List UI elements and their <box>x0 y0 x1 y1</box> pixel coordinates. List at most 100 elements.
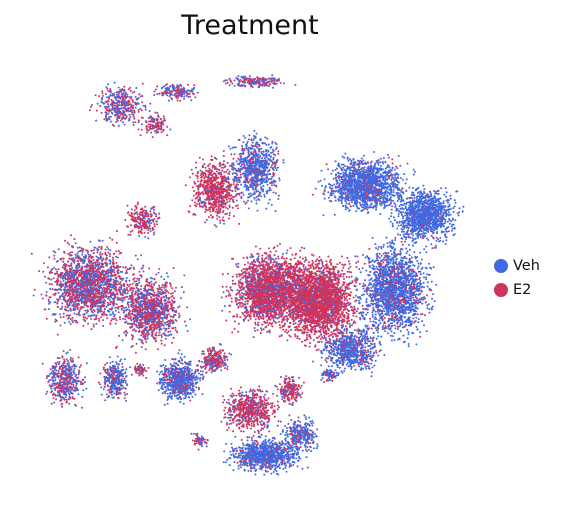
point-e2 <box>69 298 72 301</box>
point-e2 <box>196 202 198 205</box>
point-e2 <box>91 263 94 266</box>
point-veh <box>254 176 257 179</box>
point-veh <box>140 346 143 349</box>
point-e2 <box>256 77 259 80</box>
point-veh <box>90 317 93 320</box>
point-veh <box>254 145 257 148</box>
point-veh <box>70 288 73 291</box>
point-e2 <box>98 289 101 292</box>
point-e2 <box>239 173 242 176</box>
point-e2 <box>72 280 75 282</box>
point-e2 <box>106 103 109 106</box>
point-e2 <box>217 176 220 179</box>
point-veh <box>105 86 108 89</box>
point-e2 <box>129 224 132 227</box>
point-e2 <box>146 301 149 304</box>
point-e2 <box>204 187 207 190</box>
point-e2 <box>156 123 159 126</box>
point-e2 <box>133 117 136 120</box>
point-veh <box>247 168 250 170</box>
point-veh <box>282 159 285 161</box>
point-e2 <box>210 155 213 158</box>
point-e2 <box>134 121 137 124</box>
point-veh <box>265 192 268 195</box>
point-veh <box>157 290 159 293</box>
point-e2 <box>114 293 116 296</box>
point-e2 <box>100 248 103 251</box>
point-veh <box>265 152 268 155</box>
point-veh <box>121 94 124 96</box>
point-veh <box>272 162 275 165</box>
point-veh <box>89 254 92 256</box>
point-e2 <box>221 169 224 172</box>
point-veh <box>261 189 264 192</box>
point-veh <box>243 147 245 150</box>
point-e2 <box>64 305 67 308</box>
point-e2 <box>147 323 150 326</box>
point-veh <box>108 299 111 301</box>
point-e2 <box>225 186 228 189</box>
point-veh <box>242 77 245 80</box>
point-e2 <box>214 191 217 194</box>
point-e2 <box>78 246 81 249</box>
point-veh <box>228 84 231 87</box>
point-veh <box>276 78 279 81</box>
point-e2 <box>145 127 148 130</box>
point-e2 <box>151 136 154 139</box>
point-e2 <box>65 293 68 295</box>
point-e2 <box>70 301 73 304</box>
point-e2 <box>162 129 165 132</box>
point-veh <box>117 111 120 114</box>
point-veh <box>83 302 86 305</box>
point-e2 <box>141 101 144 104</box>
point-e2 <box>117 275 120 278</box>
point-e2 <box>50 283 53 286</box>
point-veh <box>116 264 119 267</box>
point-e2 <box>238 222 240 225</box>
point-e2 <box>208 167 211 170</box>
point-e2 <box>124 219 127 221</box>
point-veh <box>121 100 124 103</box>
point-veh <box>115 91 118 94</box>
point-veh <box>156 92 159 95</box>
point-e2 <box>181 88 184 91</box>
point-veh <box>87 300 90 303</box>
point-e2 <box>166 281 168 284</box>
point-e2 <box>196 172 199 175</box>
point-e2 <box>198 198 200 201</box>
point-e2 <box>124 266 127 268</box>
point-veh <box>72 257 75 260</box>
point-veh <box>149 227 152 230</box>
point-e2 <box>204 175 207 178</box>
point-veh <box>276 166 279 169</box>
point-e2 <box>94 261 97 264</box>
point-e2 <box>139 225 141 228</box>
point-e2 <box>179 83 182 86</box>
point-veh <box>233 167 236 170</box>
point-e2 <box>144 212 146 215</box>
point-e2 <box>95 290 98 292</box>
point-veh <box>81 281 84 284</box>
point-e2 <box>113 114 116 117</box>
point-veh <box>173 310 176 313</box>
point-e2 <box>84 300 87 303</box>
point-e2 <box>64 278 67 281</box>
point-veh <box>156 112 159 114</box>
point-e2 <box>230 194 233 197</box>
point-e2 <box>77 302 80 305</box>
point-veh <box>183 95 186 98</box>
point-e2 <box>170 315 173 318</box>
point-e2 <box>186 83 189 86</box>
point-veh <box>64 271 67 274</box>
point-veh <box>170 97 173 100</box>
point-e2 <box>133 91 136 93</box>
point-e2 <box>228 204 231 207</box>
point-e2 <box>127 233 130 236</box>
point-veh <box>185 324 188 327</box>
point-veh <box>251 194 254 197</box>
point-e2 <box>66 241 69 244</box>
point-e2 <box>65 314 68 317</box>
point-e2 <box>270 166 273 169</box>
point-veh <box>240 160 243 163</box>
point-e2 <box>99 105 102 107</box>
